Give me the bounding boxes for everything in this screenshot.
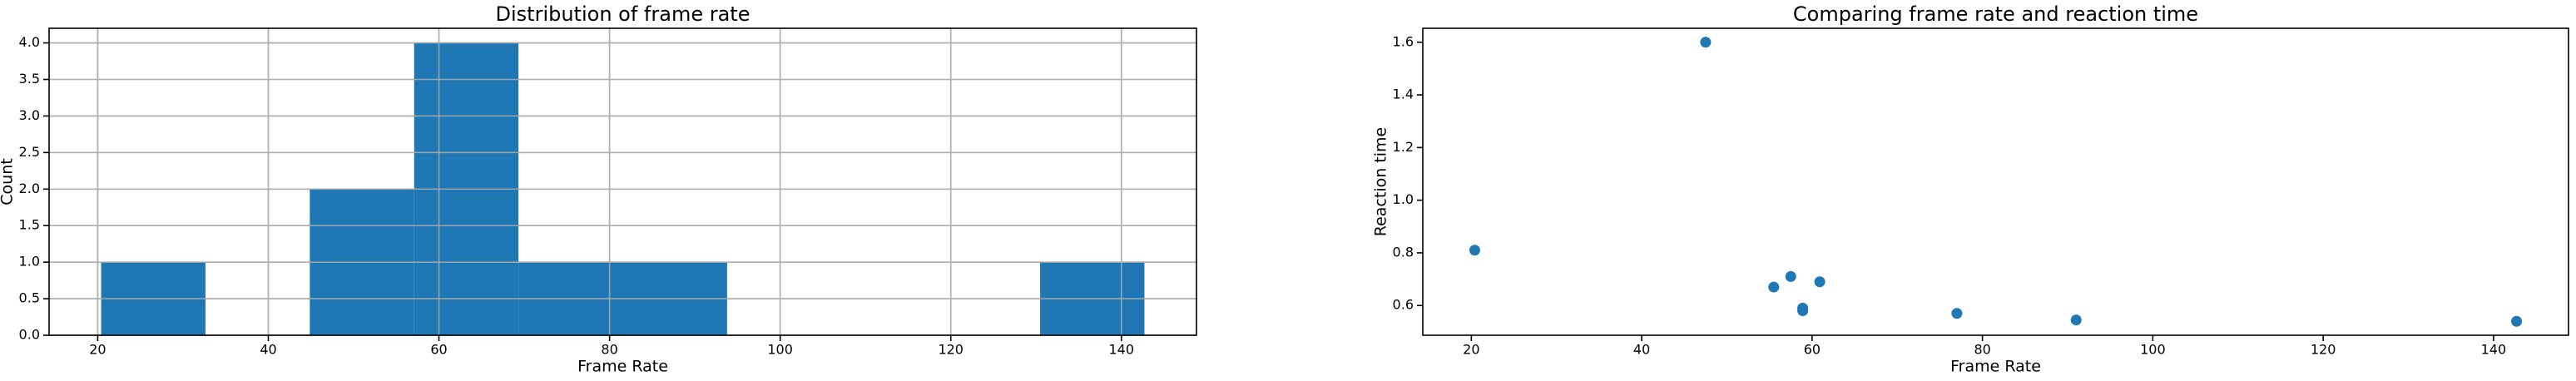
x-tick-label: 80 — [1974, 342, 1990, 358]
y-tick-label: 1.5 — [19, 217, 40, 233]
y-tick-label: 0.8 — [1393, 244, 1414, 260]
x-tick-label: 140 — [1109, 342, 1135, 358]
point — [1951, 308, 1963, 319]
y-tick-label: 2.5 — [19, 144, 40, 160]
point — [2511, 315, 2523, 327]
x-tick-label: 120 — [938, 342, 964, 358]
x-tick-label: 40 — [1633, 342, 1650, 358]
y-tick-label: 0.0 — [19, 327, 40, 343]
point — [1785, 270, 1796, 282]
x-tick-label: 20 — [1463, 342, 1479, 358]
x-tick-label: 100 — [767, 342, 793, 358]
x-tick-label: 120 — [2311, 342, 2336, 358]
y-tick-label: 0.6 — [1393, 297, 1414, 313]
point — [1768, 281, 1780, 293]
point — [1700, 37, 1712, 48]
point — [2070, 314, 2082, 326]
x-tick-label: 20 — [89, 342, 106, 358]
y-tick-label: 3.5 — [19, 71, 40, 87]
y-tick-label: 0.5 — [19, 290, 40, 306]
y-tick-label: 3.0 — [19, 107, 40, 123]
point — [1814, 276, 1825, 288]
y-axis-label: Reaction time — [1372, 127, 1390, 237]
x-tick-label: 60 — [430, 342, 447, 358]
y-tick-label: 1.4 — [1393, 87, 1414, 102]
x-tick-label: 60 — [1804, 342, 1821, 358]
x-axis-label: Frame Rate — [577, 358, 668, 376]
chart-title: Comparing frame rate and reaction time — [1793, 2, 2198, 26]
chart-title: Distribution of frame rate — [496, 2, 751, 26]
x-tick-label: 140 — [2481, 342, 2507, 358]
y-tick-label: 1.6 — [1393, 33, 1414, 49]
point — [1469, 245, 1480, 256]
x-tick-label: 80 — [601, 342, 617, 358]
axes-frame — [48, 27, 1197, 336]
x-tick-label: 100 — [2140, 342, 2166, 358]
y-tick-label: 1.0 — [1393, 191, 1414, 207]
y-axis-label: Count — [0, 158, 17, 205]
y-tick-label: 4.0 — [19, 34, 40, 50]
axes-frame — [1422, 27, 2569, 336]
y-tick-label: 1.2 — [1393, 139, 1414, 155]
point — [1797, 305, 1809, 317]
x-axis-label: Frame Rate — [1950, 358, 2041, 376]
y-tick-label: 2.0 — [19, 181, 40, 196]
y-tick-label: 1.0 — [19, 254, 40, 270]
x-tick-label: 40 — [260, 342, 276, 358]
